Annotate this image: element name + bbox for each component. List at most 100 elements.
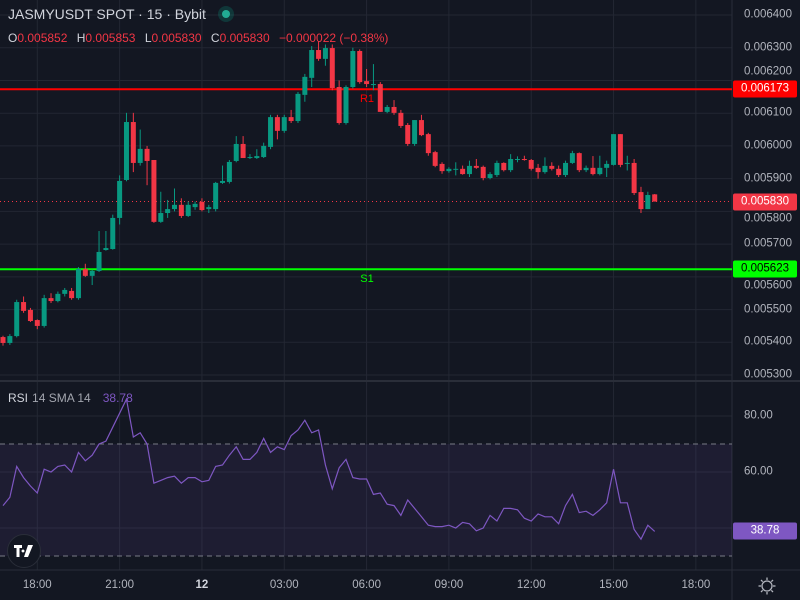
- rsi-value-badge: 38.78: [733, 522, 797, 540]
- candle: [288, 109, 294, 124]
- candle: [7, 334, 13, 345]
- candle-body: [432, 152, 438, 166]
- candle: [412, 120, 418, 146]
- candle: [418, 114, 424, 137]
- candle: [494, 160, 500, 178]
- candle: [130, 112, 136, 173]
- candle: [480, 165, 486, 181]
- candle-body: [254, 156, 260, 159]
- candle-body: [624, 162, 630, 164]
- time-tick-label: 21:00: [105, 579, 134, 591]
- candle: [247, 154, 253, 160]
- candle: [55, 291, 61, 303]
- candle: [576, 152, 582, 173]
- rsi-tick-label: 80.00: [744, 409, 773, 422]
- candle-body: [103, 248, 109, 251]
- candle: [590, 156, 596, 176]
- candle: [172, 188, 177, 212]
- candle-body: [0, 337, 6, 343]
- candle-body: [34, 320, 40, 326]
- open-key: O: [8, 31, 18, 45]
- candle: [350, 47, 356, 89]
- symbol-title[interactable]: JASMYUSDT SPOT · 15 · Bybit: [8, 6, 206, 22]
- candle: [617, 134, 623, 168]
- price-tick-label: 0.006400: [744, 8, 792, 21]
- candle-body: [233, 143, 239, 161]
- candle-body: [213, 182, 219, 210]
- candle: [178, 198, 184, 218]
- ohlc-legend: O0.005852 H0.005853 L0.005830 C0.005830 …: [8, 31, 394, 45]
- candle: [405, 123, 411, 146]
- rsi-tick-label: 60.00: [744, 465, 773, 478]
- candle-body: [357, 51, 363, 83]
- price-badge: 0.005830: [733, 193, 797, 211]
- candle: [604, 160, 610, 178]
- candle-body: [528, 159, 534, 169]
- candle: [501, 162, 507, 172]
- candle: [377, 82, 383, 112]
- candle-body: [336, 87, 342, 124]
- candle: [652, 194, 658, 202]
- candle-body: [508, 159, 514, 171]
- tradingview-logo-icon[interactable]: [7, 534, 41, 568]
- candle-body: [364, 81, 370, 85]
- candle: [624, 155, 630, 171]
- time-tick-label: 18:00: [22, 579, 52, 591]
- candle: [233, 136, 239, 163]
- candle-body: [247, 157, 253, 159]
- time-tick-label: 09:00: [434, 579, 464, 591]
- candle: [144, 145, 150, 186]
- candle-body: [377, 84, 383, 112]
- candle: [569, 150, 575, 164]
- candle: [151, 159, 157, 223]
- candle: [466, 160, 472, 178]
- candle: [535, 163, 541, 179]
- open-value: 0.005852: [17, 31, 68, 45]
- candle-body: [21, 302, 27, 311]
- settings-gear-icon[interactable]: [758, 577, 776, 595]
- candle-body: [220, 180, 226, 183]
- candle-body: [192, 203, 198, 208]
- candle: [528, 159, 534, 171]
- candle: [563, 160, 569, 178]
- candle-body: [206, 207, 212, 210]
- candle-body: [117, 180, 123, 218]
- candle: [110, 214, 116, 250]
- candle-body: [288, 117, 294, 122]
- price-tick-label: 0.005400: [744, 335, 792, 348]
- candle: [185, 201, 191, 217]
- candle-body: [322, 48, 328, 59]
- candle-body: [62, 289, 68, 294]
- time-tick-label: 06:00: [352, 579, 381, 591]
- candle: [82, 263, 88, 277]
- candle-body: [89, 270, 95, 276]
- candle-body: [480, 166, 486, 178]
- candle: [103, 231, 109, 251]
- candle: [41, 294, 47, 328]
- time-tick-label: 12: [195, 579, 209, 591]
- candle: [226, 159, 232, 184]
- candle: [343, 85, 349, 125]
- candle-body: [14, 302, 20, 337]
- candle: [425, 132, 431, 156]
- candle: [597, 155, 603, 176]
- candle-body: [384, 106, 390, 112]
- candle: [137, 129, 143, 166]
- candle-body: [343, 87, 349, 124]
- candle-body: [542, 165, 548, 173]
- candle: [645, 191, 651, 210]
- candle-body: [172, 204, 177, 210]
- rsi-legend[interactable]: RSI 14 SMA 14 38.78: [8, 391, 133, 405]
- candle: [473, 159, 479, 169]
- candle-body: [302, 76, 308, 95]
- candle-body: [110, 217, 116, 250]
- candle-body: [549, 165, 555, 169]
- price-badge: 0.006173: [733, 80, 797, 98]
- price-badge: 0.005623: [733, 260, 797, 278]
- candle-body: [350, 51, 356, 88]
- price-tick-label: 0.005700: [744, 237, 792, 250]
- rsi-value: 38.78: [102, 391, 133, 405]
- candle: [370, 64, 376, 91]
- candle-body: [151, 159, 157, 222]
